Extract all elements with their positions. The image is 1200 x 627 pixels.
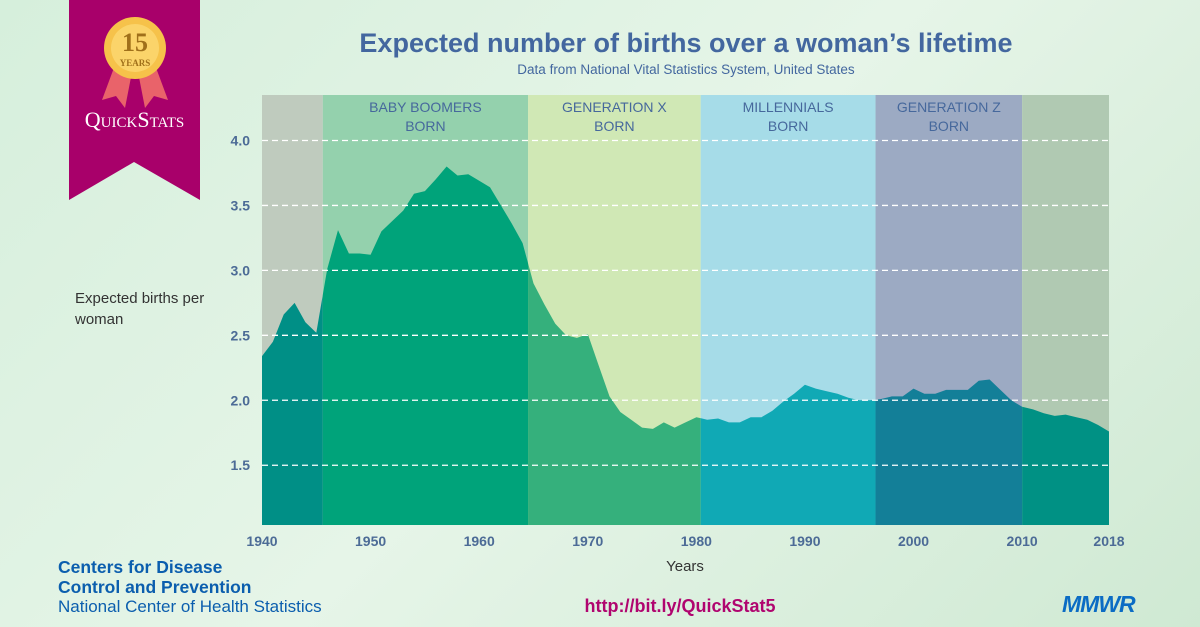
area-segment [700, 384, 876, 525]
band-label-sub: BORN [768, 118, 808, 134]
x-tick-label: 1940 [246, 533, 277, 549]
area-segment [1022, 406, 1109, 525]
band-label: GENERATION X [562, 99, 667, 115]
quickstat-link[interactable]: http://bit.ly/QuickStat5 [584, 596, 776, 616]
area-segment [262, 294, 323, 525]
x-tick-label: 1970 [572, 533, 603, 549]
y-tick-label: 3.5 [231, 197, 251, 213]
band-label-sub: BORN [929, 118, 969, 134]
x-tick-label: 2018 [1093, 533, 1124, 549]
cdc-credit: Centers for Disease Control and Preventi… [58, 557, 322, 617]
y-tick-label: 4.0 [231, 132, 251, 148]
y-tick-label: 3.0 [231, 262, 251, 278]
y-tick-label: 2.0 [231, 392, 251, 408]
y-tick-label: 1.5 [231, 457, 251, 473]
mmwr-logo: MMWR [1062, 591, 1136, 617]
area-segment [322, 166, 529, 525]
chart-subtitle: Data from National Vital Statistics Syst… [517, 62, 855, 77]
band-label: MILLENNIALS [743, 99, 834, 115]
logo-banner [69, 0, 200, 200]
area-segment [528, 263, 701, 525]
band-label-sub: BORN [405, 118, 445, 134]
x-tick-label: 2010 [1007, 533, 1038, 549]
chart-title: Expected number of births over a woman’s… [359, 28, 1013, 58]
band-label: GENERATION Z [897, 99, 1001, 115]
quickstats-logo [69, 0, 200, 200]
org-line-3: National Center of Health Statistics [58, 597, 322, 616]
y-tick-label: 2.5 [231, 327, 251, 343]
x-tick-label: 1950 [355, 533, 386, 549]
org-line-1: Centers for Disease [58, 557, 223, 577]
logo-name: QuickStats [84, 107, 185, 132]
medal-inner [111, 24, 159, 72]
org-line-2: Control and Prevention [58, 577, 252, 597]
y-axis-title: Expected births per woman [75, 290, 205, 328]
band-label: BABY BOOMERS [369, 99, 482, 115]
x-tick-label: 2000 [898, 533, 929, 549]
x-tick-label: 1990 [789, 533, 820, 549]
x-tick-label: 1980 [681, 533, 712, 549]
badge-label: YEARS [119, 58, 151, 68]
band-label-sub: BORN [594, 118, 634, 134]
area-segment [875, 379, 1023, 525]
x-axis-title: Years [666, 558, 704, 575]
badge-number: 15 [122, 28, 148, 57]
x-tick-label: 1960 [464, 533, 495, 549]
